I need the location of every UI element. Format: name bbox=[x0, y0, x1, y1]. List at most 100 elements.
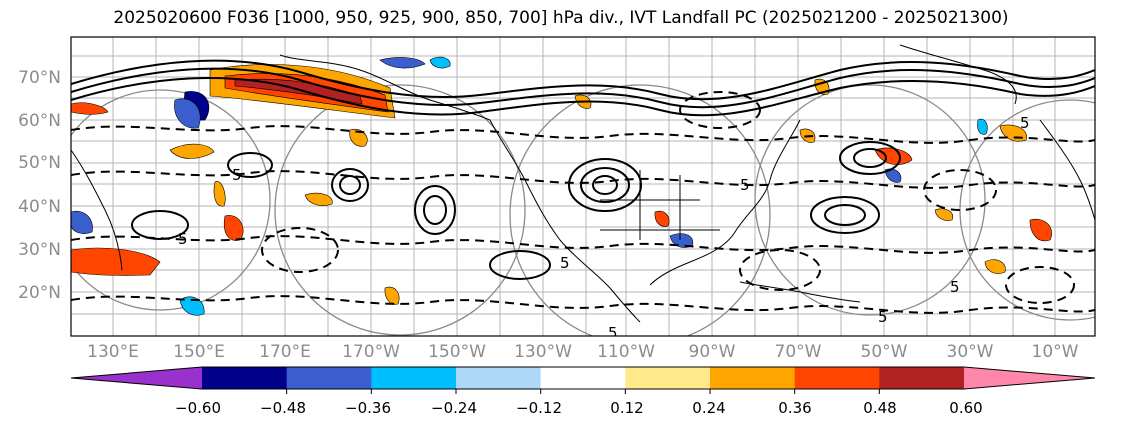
state-borders bbox=[600, 170, 720, 240]
contour-closed-pac-1 bbox=[227, 152, 273, 178]
shade-blue-west bbox=[71, 210, 93, 234]
map-frame bbox=[70, 36, 1096, 337]
colorbar-segment bbox=[625, 367, 711, 389]
contour-closed-us-2 bbox=[580, 167, 630, 203]
contour-label: 5 bbox=[232, 166, 242, 184]
colorbar-segment bbox=[710, 367, 796, 389]
shade-orange-midwest bbox=[213, 181, 226, 207]
lat-label-40n: 40°N bbox=[18, 197, 61, 217]
lon-label-50w: 50°W bbox=[860, 342, 908, 362]
shade-red-west bbox=[71, 247, 161, 276]
lon-label-70w: 70°W bbox=[774, 342, 822, 362]
lat-label-60n: 60°N bbox=[18, 111, 61, 131]
contour-label: 5 bbox=[1020, 114, 1030, 132]
coastline-greenland bbox=[899, 44, 1017, 105]
shade-orange-lakes bbox=[349, 128, 368, 147]
contour-solid-jet-3 bbox=[71, 77, 1095, 117]
contour-closed-pac-2 bbox=[331, 168, 369, 202]
contour-closed-dash-5 bbox=[1005, 266, 1075, 304]
colorbar-extend-max bbox=[964, 367, 1095, 389]
contour-label: 5 bbox=[950, 278, 960, 296]
colorbar-tick-label: −0.24 bbox=[431, 399, 477, 417]
coastline-alaska bbox=[279, 54, 491, 121]
range-rings bbox=[71, 84, 1095, 336]
colorbar-tick-label: −0.48 bbox=[260, 399, 306, 417]
shade-cyan-pac bbox=[179, 296, 205, 316]
lat-label-70n: 70°N bbox=[18, 68, 61, 88]
lon-label-10w: 10°W bbox=[1031, 342, 1079, 362]
colorbar-segment bbox=[879, 367, 965, 389]
lat-label-50n: 50°N bbox=[18, 153, 61, 173]
lon-label-130e: 130°E bbox=[87, 342, 139, 362]
colorbar-tick-label: −0.12 bbox=[516, 399, 562, 417]
colorbar-segment bbox=[286, 367, 372, 389]
contour-closed-atl-2 bbox=[824, 204, 866, 226]
contour-closed-ne-2 bbox=[853, 148, 887, 168]
contour-labels: 5 5 5 5 5 5 5 5 bbox=[178, 114, 1030, 342]
colorbar-segment bbox=[202, 367, 288, 389]
coastline-europe bbox=[1039, 119, 1095, 221]
lon-label-30w: 30°W bbox=[946, 342, 994, 362]
lon-label-130w: 130°W bbox=[514, 342, 572, 362]
contour-closed-mid-2 bbox=[489, 250, 551, 280]
contour-closed-dash-3 bbox=[261, 227, 339, 273]
colorbar-segment bbox=[456, 367, 542, 389]
contour-closed-us-1 bbox=[568, 158, 642, 212]
coastline-asia bbox=[71, 149, 123, 271]
lon-label-110w: 110°W bbox=[597, 342, 655, 362]
shade-red-upper bbox=[71, 102, 109, 115]
shade-orange-pac bbox=[169, 143, 215, 159]
contour-closed-ne-1 bbox=[839, 141, 901, 175]
contour-label: 5 bbox=[178, 230, 188, 248]
colorbar-outline bbox=[70, 366, 1096, 390]
shade-red-atlantic bbox=[1029, 218, 1052, 242]
coastline-na-east bbox=[649, 119, 801, 286]
map-title: 2025020600 F036 [1000, 950, 925, 900, 85… bbox=[113, 8, 1009, 28]
contour-solid-jet-2 bbox=[71, 67, 1095, 109]
lon-label-170w: 170°W bbox=[342, 342, 400, 362]
colorbar-tick-label: 0.60 bbox=[949, 399, 983, 417]
colorbar-segment bbox=[371, 367, 457, 389]
contour-closed-dash-2 bbox=[923, 169, 997, 211]
shade-cyan-labrador bbox=[977, 118, 988, 135]
coastlines bbox=[71, 44, 1095, 323]
shade-cyan-top bbox=[429, 56, 451, 69]
shade-red-northeast bbox=[874, 147, 913, 165]
contour-label: 5 bbox=[608, 324, 618, 342]
colorbar-extend-min bbox=[71, 367, 202, 389]
contour-closed-us-3 bbox=[592, 175, 618, 195]
contour-dashed-2 bbox=[71, 170, 1095, 189]
contour-closed-dash-1 bbox=[679, 91, 761, 129]
colorbar-tick-label: −0.36 bbox=[345, 399, 391, 417]
colorbar bbox=[70, 366, 1096, 394]
colorbar-tick-label: 0.12 bbox=[610, 399, 644, 417]
contour-label: 5 bbox=[560, 254, 570, 272]
contour-dashed-4 bbox=[71, 295, 1095, 314]
contour-label: 5 bbox=[740, 176, 750, 194]
contour-closed-atl-1 bbox=[810, 196, 880, 234]
lon-label-150w: 150°W bbox=[428, 342, 486, 362]
lon-label-150e: 150°E bbox=[173, 342, 225, 362]
shade-orange-south-pac bbox=[304, 192, 333, 206]
contour-label: 5 bbox=[878, 308, 888, 326]
colorbar-segment bbox=[540, 367, 626, 389]
coastline-na-west bbox=[489, 119, 641, 323]
lat-label-30n: 30°N bbox=[18, 240, 61, 260]
lat-label-20n: 20°N bbox=[18, 283, 61, 303]
colorbar-segment bbox=[794, 367, 880, 389]
shade-blue-top bbox=[379, 57, 426, 69]
colorbar-tick-label: 0.24 bbox=[692, 399, 726, 417]
lon-label-90w: 90°W bbox=[688, 342, 736, 362]
contour-closed-mid-1 bbox=[131, 210, 189, 240]
shade-orange-se-us bbox=[934, 208, 954, 221]
shade-blue-patch bbox=[174, 98, 201, 129]
contour-dashed-3 bbox=[71, 235, 1095, 254]
divergence-contours bbox=[71, 59, 1095, 314]
shade-orange-atl-south bbox=[984, 259, 1006, 274]
colorbar-tick-label: 0.48 bbox=[863, 399, 897, 417]
contour-dashed-1 bbox=[71, 125, 1095, 144]
shade-red-lake bbox=[654, 210, 670, 227]
lon-label-170e: 170°E bbox=[259, 342, 311, 362]
contour-closed-dash-4 bbox=[739, 249, 821, 291]
